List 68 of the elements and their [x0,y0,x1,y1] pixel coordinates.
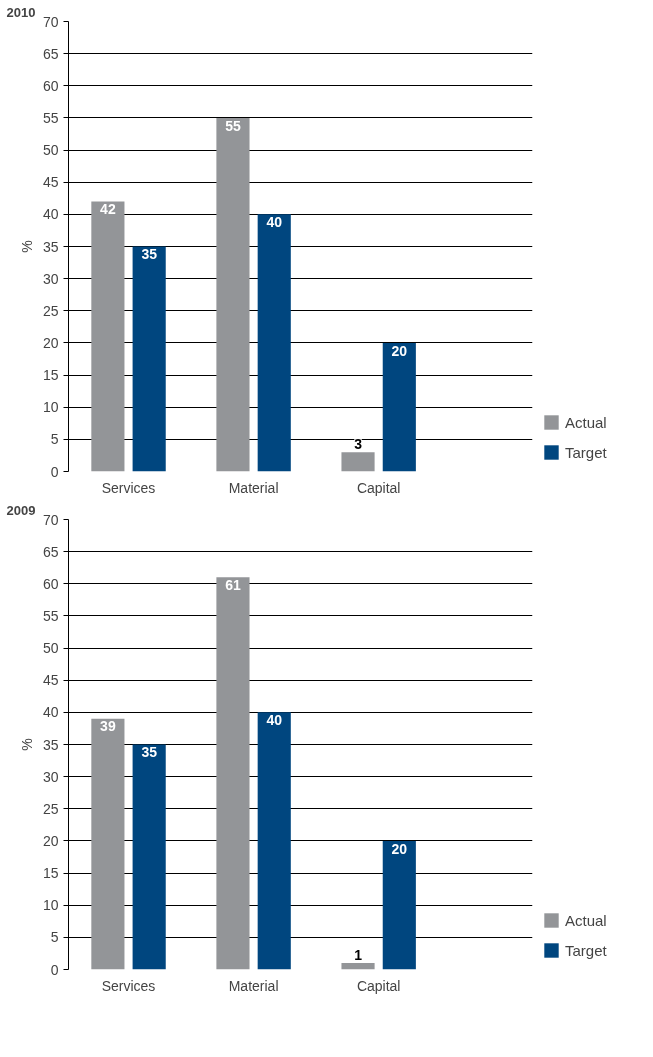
data-label: 1 [354,947,363,964]
y-tick-label: 5 [50,431,59,448]
legend-label: Target [565,443,607,461]
y-tick-label: 60 [42,575,59,592]
y-axis-title: % [18,738,35,751]
y-tick-label: 55 [42,607,59,624]
y-tick-label: 10 [42,897,59,914]
bar [132,246,166,472]
bar [216,117,250,472]
y-tick-label: 40 [42,206,59,223]
bar [257,214,291,472]
y-tick-label: 25 [42,800,59,817]
y-tick-label: 35 [42,238,59,255]
data-label: 20 [391,342,408,359]
data-label: 20 [391,840,408,857]
data-label: 35 [141,246,158,263]
y-tick-label: 30 [42,270,59,287]
x-tick-label: Capital [356,479,401,496]
y-tick-label: 55 [42,109,59,126]
data-label: 39 [100,718,116,735]
data-label: 40 [266,213,283,230]
y-tick-label: 35 [42,736,59,753]
y-tick-label: 65 [42,45,59,62]
bar [257,712,291,970]
bar [132,744,166,970]
y-tick-label: 0 [50,463,59,480]
y-tick-label: 50 [42,640,59,657]
legend-label: Target [565,941,607,959]
y-tick-label: 15 [42,865,59,882]
y-tick-label: 60 [42,77,59,94]
y-axis-title: % [18,240,35,253]
legend-label: Actual [565,911,607,929]
y-tick-label: 45 [42,174,59,191]
bar [91,201,125,472]
y-tick-label: 20 [42,832,59,849]
data-label: 3 [354,436,363,453]
y-tick-label: 45 [42,672,59,689]
chart-title: 2009 [6,502,36,518]
y-tick-label: 10 [42,399,59,416]
y-tick-label: 25 [42,302,59,319]
x-tick-label: Services [101,479,156,496]
y-tick-label: 30 [42,768,59,785]
data-label: 55 [225,117,241,134]
data-label: 42 [100,201,116,218]
y-tick-label: 40 [42,704,59,721]
x-tick-label: Material [228,977,279,994]
x-tick-label: Capital [356,977,401,994]
y-tick-label: 65 [42,543,59,560]
bar [341,452,375,472]
legend-label: Actual [565,413,607,431]
data-label: 35 [141,744,158,761]
y-tick-label: 50 [42,142,59,159]
y-tick-label: 0 [50,961,59,978]
y-tick-label: 5 [50,929,59,946]
x-tick-label: Services [101,977,156,994]
bar [91,718,125,970]
y-tick-label: 20 [42,334,59,351]
x-tick-label: Material [228,479,279,496]
data-label: 61 [225,576,241,593]
bar [382,342,416,472]
y-tick-label: 70 [42,511,59,528]
bar [341,963,375,970]
bar [382,840,416,970]
y-tick-label: 70 [42,13,59,30]
y-tick-label: 15 [42,367,59,384]
data-label: 40 [266,711,283,728]
bar [216,577,250,970]
chart-title: 2010 [6,4,36,20]
